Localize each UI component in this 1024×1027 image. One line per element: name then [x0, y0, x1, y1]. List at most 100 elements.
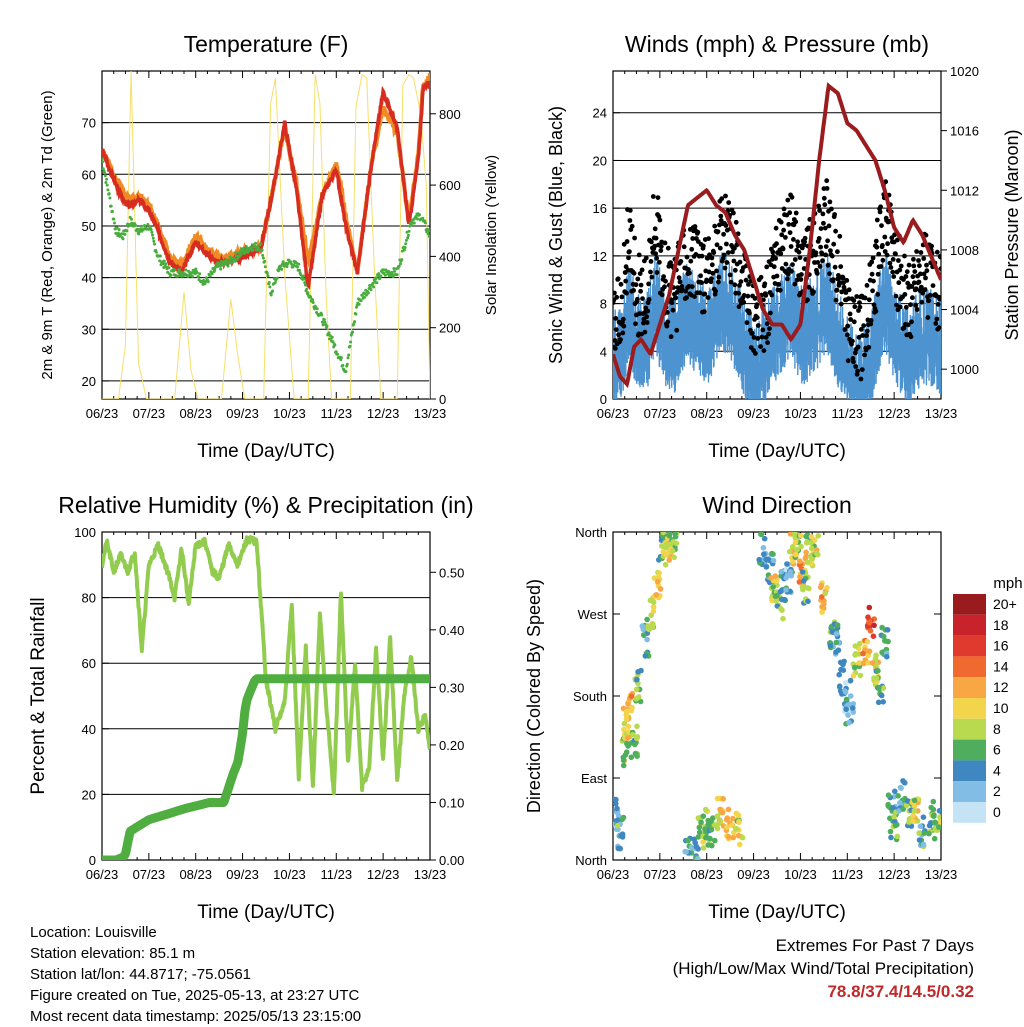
direction-point [633, 686, 640, 693]
dewpoint-point [103, 171, 107, 175]
gust-point [815, 260, 821, 265]
direction-point [700, 813, 707, 819]
direction-point [636, 694, 642, 700]
dewpoint-point [341, 363, 345, 367]
gust-point [827, 271, 832, 277]
gust-point [620, 316, 626, 322]
gust-point [855, 368, 860, 374]
gust-point [793, 210, 799, 216]
direction-point [796, 579, 803, 585]
y-axis-label: Percent & Total Rainfall [28, 597, 49, 794]
dewpoint-point [221, 263, 225, 267]
dewpoint-point [416, 217, 419, 221]
gust-point [761, 348, 767, 353]
dewpoint-point [369, 288, 373, 292]
x-tick-label: 13/23 [925, 867, 958, 882]
x-tick-label: 06/23 [597, 406, 630, 421]
direction-point [871, 622, 877, 629]
dewpoint-point [392, 267, 396, 270]
gust-point [918, 250, 924, 255]
gust-point [858, 327, 864, 332]
direction-point [792, 539, 799, 546]
gust-point [718, 213, 724, 219]
gust-point [754, 302, 760, 307]
dewpoint-point [224, 262, 228, 266]
direction-point [920, 841, 927, 848]
gust-point [903, 274, 909, 279]
y2-tick-label: 0.10 [439, 795, 464, 810]
solar-insolation-line [102, 71, 430, 399]
gust-point [792, 281, 798, 287]
direction-point [850, 701, 857, 707]
direction-point [783, 587, 789, 593]
gust-point [870, 255, 876, 261]
gust-point [701, 243, 706, 249]
direction-point [778, 587, 785, 594]
direction-point [887, 828, 894, 835]
gust-point [912, 269, 918, 274]
gust-point [889, 235, 895, 241]
gust-point [681, 244, 687, 250]
gust-point [843, 290, 849, 295]
gust-point [655, 195, 661, 201]
dewpoint-point [260, 248, 264, 252]
gust-point [688, 258, 694, 264]
gust-point [723, 193, 728, 199]
gust-point [689, 246, 695, 252]
dewpoint-point [195, 271, 199, 275]
gust-point [717, 245, 723, 251]
gust-point [687, 270, 692, 276]
gust-point [778, 251, 784, 256]
gust-point [623, 278, 629, 284]
gust-point [794, 277, 800, 283]
legend-swatch [953, 760, 986, 782]
dewpoint-point [289, 260, 293, 264]
direction-point [884, 627, 891, 633]
y-tick-label: 40 [82, 722, 96, 737]
gust-point [913, 286, 919, 292]
gust-point [639, 267, 645, 273]
gust-point [730, 249, 735, 255]
direction-point [850, 673, 857, 679]
direction-point [819, 604, 825, 610]
x-tick-label: 08/23 [690, 867, 723, 882]
gust-point [869, 259, 875, 265]
gust-point [856, 334, 862, 340]
direction-point [848, 693, 854, 699]
panel-temperature: Temperature (F) 06/23 07/23 08/23 09/23 10/23… [39, 31, 500, 462]
gust-point [923, 275, 928, 281]
direction-point [916, 830, 922, 836]
gust-point [896, 280, 902, 286]
gust-point [854, 294, 860, 299]
dewpoint-point [112, 217, 116, 221]
dewpoint-point [296, 265, 299, 269]
direction-point [896, 808, 902, 814]
direction-point [761, 535, 768, 542]
gust-point [637, 271, 643, 276]
dewpoint-point [349, 340, 353, 344]
dewpoint-point [391, 275, 395, 279]
gust-point [741, 299, 747, 305]
gust-point [674, 327, 680, 333]
direction-point [628, 754, 635, 761]
direction-point [702, 806, 709, 813]
dewpoint-point [409, 223, 413, 227]
gust-point [627, 218, 633, 223]
gust-point [905, 322, 911, 328]
gust-point [635, 276, 641, 282]
direction-point [657, 586, 664, 592]
dewpoint-point [114, 231, 118, 235]
temperature-data [102, 71, 430, 399]
gust-point [686, 267, 691, 272]
gust-point [702, 309, 707, 315]
y2-tick-label: 0 [439, 392, 446, 407]
gust-point [817, 208, 822, 213]
y2-tick-label: 1000 [950, 362, 979, 377]
direction-point [702, 826, 708, 832]
direction-point [842, 689, 849, 695]
direction-point [851, 664, 858, 671]
x-tick-label: 11/23 [320, 406, 352, 421]
direction-point [714, 825, 721, 832]
dewpoint-point [113, 221, 116, 225]
